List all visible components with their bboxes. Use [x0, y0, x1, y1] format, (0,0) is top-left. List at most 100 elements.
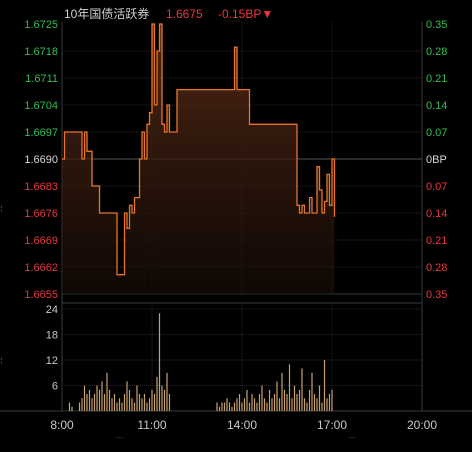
price-line [62, 23, 336, 276]
volume-bar [96, 385, 98, 411]
volume-bar [241, 402, 243, 411]
volume-bar [91, 398, 93, 412]
y-right-tick-label: 0.21 [426, 235, 447, 247]
volume-bar [226, 398, 228, 412]
volume-bar [251, 394, 253, 411]
volume-bar [263, 398, 266, 412]
volume-bar [156, 377, 158, 411]
price-line-layer [62, 23, 336, 276]
volume-bar [291, 398, 293, 412]
volume-bar [218, 406, 221, 412]
volume-bar [276, 381, 278, 412]
volume-bar [216, 402, 218, 411]
volume-bar [126, 381, 128, 412]
volume-bar [268, 389, 271, 412]
volume-bar [101, 381, 103, 412]
volume-bar [86, 394, 88, 411]
axis-labels: 1.6725 0.35 1.6718 0.28 1.6711 0.21 1.6704 0.14… [24, 19, 447, 432]
y-left-tick-label: 1.6662 [24, 262, 58, 274]
y-left-tick-label: 1.6683 [24, 181, 58, 193]
volume-bar [131, 398, 133, 412]
volume-bar [261, 385, 263, 411]
volume-bar [323, 360, 326, 411]
volume-bar [136, 385, 138, 411]
volume-bar [256, 402, 258, 411]
volume-bar [158, 313, 161, 412]
volume-bar [78, 402, 81, 411]
x-tick-label: 11:00 [137, 418, 166, 432]
y-right-tick-label: 0.21 [426, 73, 447, 85]
volume-bar [233, 402, 236, 411]
bottom-scroll-marker-2[interactable]: ⋯ [348, 433, 356, 442]
volume-bar [311, 372, 313, 412]
volume-bar [271, 398, 273, 412]
y-left-tick-label: 1.6697 [24, 127, 58, 139]
volume-bars [68, 313, 333, 412]
volume-bar [228, 402, 231, 411]
y-left-tick-label: 1.6690 [24, 154, 58, 166]
y-left-tick-label: 1.6711 [25, 73, 58, 85]
x-tick-label: 14:00 [227, 418, 257, 432]
y-left-tick-label: 1.6676 [24, 208, 58, 220]
volume-bar [71, 406, 73, 412]
volume-bar [168, 394, 171, 411]
volume-bar [138, 394, 141, 411]
volume-bar [88, 389, 91, 412]
volume-bar [148, 398, 151, 412]
volume-bar [321, 402, 323, 411]
volume-bar [326, 398, 328, 412]
y-left-tick-label: 1.6704 [24, 100, 58, 112]
y-right-tick-label: 0.28 [426, 46, 447, 58]
x-tick-label: 20:00 [407, 418, 437, 432]
left-scroll-marker[interactable]: ⁞ [0, 204, 3, 214]
volume-bar [231, 406, 233, 412]
volume-bar [221, 402, 223, 411]
volume-bar [153, 394, 156, 411]
volume-bar [166, 372, 168, 412]
y-right-tick-label: 0.14 [426, 100, 447, 112]
y-left-tick-label: 1.6725 [24, 19, 58, 31]
volume-bar [293, 385, 296, 411]
volume-bar [123, 394, 126, 411]
volume-tick-label: 18 [46, 330, 58, 342]
volume-bar [298, 389, 301, 412]
y-right-tick-label: 0.07 [426, 181, 447, 193]
volume-bar [303, 398, 306, 412]
y-right-tick-label: 0.07 [426, 127, 447, 139]
volume-bar [331, 389, 333, 412]
volume-bar [143, 394, 146, 411]
volume-tick-label: 12 [46, 355, 58, 367]
volume-bar [106, 372, 108, 412]
volume-bar [281, 372, 283, 412]
x-tick-label: 8:00 [50, 418, 74, 432]
y-right-tick-label: 0BP [426, 154, 447, 166]
volume-bar [308, 389, 311, 412]
y-left-tick-label: 1.6669 [24, 235, 58, 247]
volume-bar [116, 402, 118, 411]
volume-bar [318, 385, 321, 411]
last-price: 1.6675 [166, 7, 203, 21]
volume-bar [81, 398, 83, 412]
volume-bar [306, 402, 308, 411]
volume-tick-label: 6 [52, 381, 58, 393]
volume-bar [283, 389, 286, 412]
volume-bar [151, 389, 153, 412]
y-left-tick-label: 1.6655 [24, 289, 58, 301]
y-left-tick-label: 1.6718 [24, 46, 58, 58]
volume-bar [223, 402, 226, 411]
volume-bar [133, 402, 136, 411]
bottom-scroll-marker[interactable]: ⋯ [115, 433, 123, 442]
volume-bar [161, 385, 163, 411]
x-tick-label: 17:00 [317, 418, 347, 432]
volume-bar [113, 394, 116, 411]
left-scroll-marker-lower[interactable]: ⁞ [0, 356, 3, 366]
volume-bar [111, 398, 113, 412]
volume-bar [273, 394, 276, 411]
volume-bar [266, 402, 268, 411]
volume-bar [296, 394, 298, 411]
y-right-tick-label: 0.35 [426, 19, 447, 31]
volume-bar [238, 394, 241, 411]
volume-bar [248, 402, 251, 411]
